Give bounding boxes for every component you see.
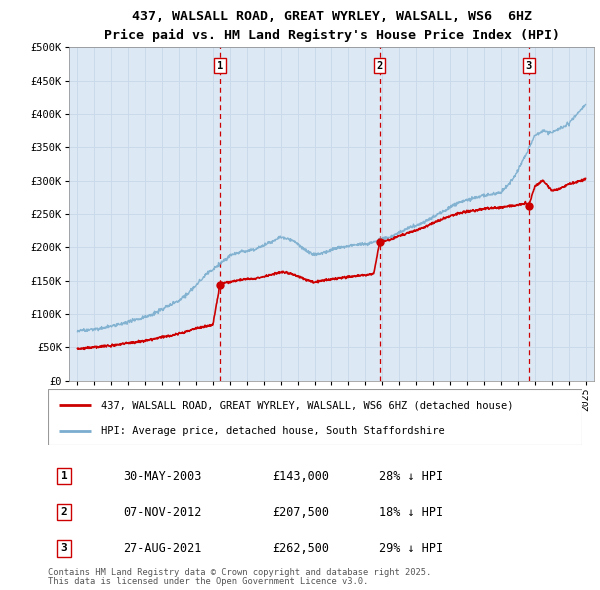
Text: HPI: Average price, detached house, South Staffordshire: HPI: Average price, detached house, Sout… — [101, 427, 445, 437]
Text: £207,500: £207,500 — [272, 506, 329, 519]
Text: 1: 1 — [217, 61, 223, 71]
Text: £262,500: £262,500 — [272, 542, 329, 555]
Text: 1: 1 — [61, 471, 67, 481]
Title: 437, WALSALL ROAD, GREAT WYRLEY, WALSALL, WS6  6HZ
Price paid vs. HM Land Regist: 437, WALSALL ROAD, GREAT WYRLEY, WALSALL… — [104, 10, 560, 42]
Text: 27-AUG-2021: 27-AUG-2021 — [123, 542, 201, 555]
Text: This data is licensed under the Open Government Licence v3.0.: This data is licensed under the Open Gov… — [48, 577, 368, 586]
Text: 437, WALSALL ROAD, GREAT WYRLEY, WALSALL, WS6 6HZ (detached house): 437, WALSALL ROAD, GREAT WYRLEY, WALSALL… — [101, 400, 514, 410]
Text: 28% ↓ HPI: 28% ↓ HPI — [379, 470, 443, 483]
Text: 18% ↓ HPI: 18% ↓ HPI — [379, 506, 443, 519]
Text: 29% ↓ HPI: 29% ↓ HPI — [379, 542, 443, 555]
Text: 2: 2 — [376, 61, 383, 71]
Text: 07-NOV-2012: 07-NOV-2012 — [123, 506, 201, 519]
FancyBboxPatch shape — [48, 389, 582, 445]
Text: 30-MAY-2003: 30-MAY-2003 — [123, 470, 201, 483]
Text: 2: 2 — [61, 507, 67, 517]
Text: £143,000: £143,000 — [272, 470, 329, 483]
Text: Contains HM Land Registry data © Crown copyright and database right 2025.: Contains HM Land Registry data © Crown c… — [48, 568, 431, 577]
Text: 3: 3 — [526, 61, 532, 71]
Text: 3: 3 — [61, 543, 67, 553]
